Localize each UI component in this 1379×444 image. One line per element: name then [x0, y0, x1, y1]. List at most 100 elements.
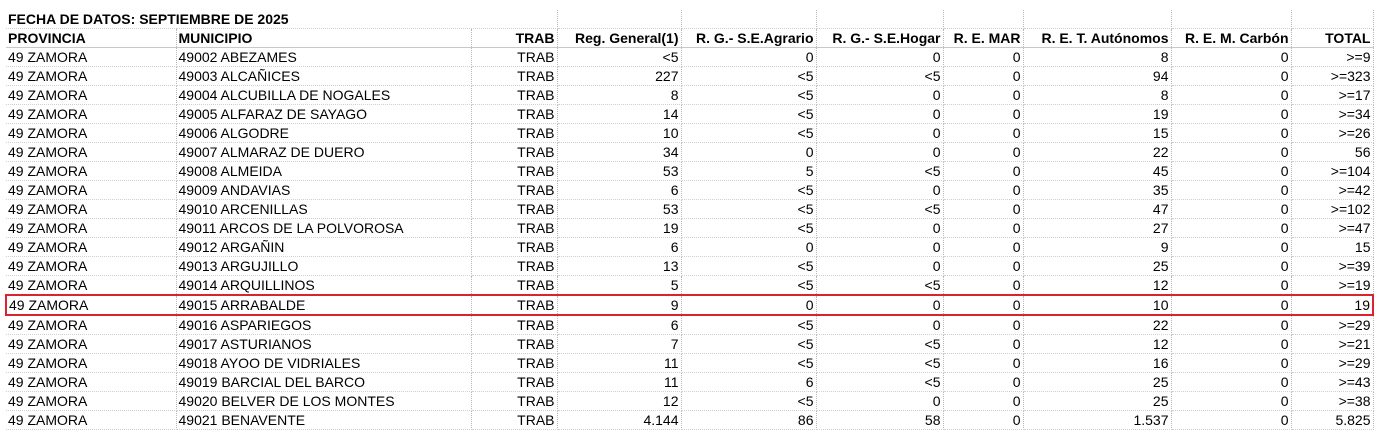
column-header: R. E. MAR [943, 28, 1024, 48]
value-cell: <5 [681, 315, 817, 335]
value-cell: TRAB [471, 104, 558, 124]
value-cell: 0 [1171, 199, 1292, 219]
value-cell: 0 [1171, 315, 1292, 335]
column-header: R. E. M. Carbón [1171, 28, 1292, 48]
province-cell: 49 ZAMORA [6, 237, 177, 257]
data-row: 49 ZAMORA 49018 AYOO DE VIDRIALES TRAB 11 <5… [6, 353, 1374, 373]
value-cell: 9 [1023, 237, 1172, 257]
value-cell: 47 [1023, 199, 1172, 219]
province-cell: 49 ZAMORA [6, 123, 177, 143]
value-cell: <5 [816, 275, 944, 296]
value-cell: 0 [1171, 275, 1292, 296]
municipality-cell: 49004 ALCUBILLA DE NOGALES [176, 85, 472, 105]
value-cell: <5 [816, 353, 944, 373]
value-cell: 53 [557, 161, 682, 181]
value-cell: 0 [816, 294, 944, 316]
value-cell: 45 [1023, 161, 1172, 181]
data-row: 49 ZAMORA 49016 ASPARIEGOS TRAB 6 <5 0 0 22 0 >=2… [6, 315, 1374, 335]
value-cell: TRAB [471, 410, 558, 430]
province-cell: 49 ZAMORA [6, 180, 177, 200]
municipality-cell: 49002 ABEZAMES [176, 47, 472, 67]
column-header: Reg. General(1) [557, 28, 682, 48]
value-cell: 0 [943, 237, 1024, 257]
province-cell: 49 ZAMORA [5, 294, 177, 316]
value-cell: 19 [1291, 294, 1374, 316]
value-cell: 0 [816, 391, 944, 411]
value-cell: 0 [816, 85, 944, 105]
data-row: 49 ZAMORA 49009 ANDAVIAS TRAB 6 <5 0 0 35 0 >=42 [6, 180, 1374, 200]
value-cell: 0 [943, 372, 1024, 392]
data-row: 49 ZAMORA 49020 BELVER DE LOS MONTES TRAB 1… [6, 391, 1374, 411]
value-cell: 5 [557, 275, 682, 296]
value-cell: <5 [681, 199, 817, 219]
value-cell: 14 [557, 104, 682, 124]
municipality-cell: 49011 ARCOS DE LA POLVOROSA [176, 218, 472, 238]
data-row: 49 ZAMORA 49019 BARCIAL DEL BARCO TRAB 11 6 <… [6, 372, 1374, 392]
value-cell: 0 [1171, 256, 1292, 276]
value-cell: <5 [681, 353, 817, 373]
value-cell: 0 [1171, 391, 1292, 411]
value-cell: 0 [681, 142, 817, 162]
value-cell: TRAB [471, 218, 558, 238]
value-cell: <5 [681, 275, 817, 296]
value-cell: 0 [1171, 218, 1292, 238]
header-row: PROVINCIA MUNICIPIO TRAB Reg. General(1) R. … [6, 28, 1374, 48]
value-cell: 8 [1023, 85, 1172, 105]
value-cell: >=29 [1291, 315, 1374, 335]
value-cell: 0 [1171, 294, 1292, 316]
municipality-cell: 49017 ASTURIANOS [176, 334, 472, 354]
value-cell: 0 [816, 47, 944, 67]
municipality-cell: 49016 ASPARIEGOS [176, 315, 472, 335]
data-row: 49 ZAMORA 49003 ALCAÑICES TRAB 227 <5 <5 0 94 0 >… [6, 66, 1374, 86]
value-cell: 0 [681, 47, 817, 67]
value-cell: 19 [557, 218, 682, 238]
value-cell: 0 [1171, 180, 1292, 200]
value-cell: 15 [1291, 237, 1374, 257]
province-cell: 49 ZAMORA [6, 410, 177, 430]
municipality-cell: 49018 AYOO DE VIDRIALES [176, 353, 472, 373]
value-cell: <5 [816, 334, 944, 354]
value-cell: 1.537 [1023, 410, 1172, 430]
value-cell: <5 [681, 66, 817, 86]
value-cell: 9 [557, 294, 682, 316]
value-cell: TRAB [471, 142, 558, 162]
value-cell: TRAB [471, 85, 558, 105]
value-cell: 227 [557, 66, 682, 86]
value-cell: >=38 [1291, 391, 1374, 411]
value-cell: 10 [557, 123, 682, 143]
value-cell: 0 [816, 315, 944, 335]
value-cell: 7 [557, 334, 682, 354]
value-cell: 0 [943, 294, 1024, 316]
value-cell: 0 [816, 142, 944, 162]
value-cell: 8 [557, 85, 682, 105]
value-cell: TRAB [471, 372, 558, 392]
value-cell: 0 [1171, 410, 1292, 430]
value-cell: 6 [681, 372, 817, 392]
value-cell: 0 [943, 391, 1024, 411]
value-cell: 0 [943, 104, 1024, 124]
value-cell: >=102 [1291, 199, 1374, 219]
value-cell: 4.144 [557, 410, 682, 430]
value-cell: 16 [1023, 353, 1172, 373]
value-cell: 0 [1171, 104, 1292, 124]
value-cell: 5.825 [1291, 410, 1374, 430]
value-cell: TRAB [471, 275, 558, 296]
value-cell: 6 [557, 315, 682, 335]
province-cell: 49 ZAMORA [6, 218, 177, 238]
province-cell: 49 ZAMORA [6, 391, 177, 411]
value-cell: <5 [681, 123, 817, 143]
value-cell: 0 [816, 256, 944, 276]
municipality-cell: 49021 BENAVENTE [176, 410, 472, 430]
data-row: 49 ZAMORA 49002 ABEZAMES TRAB <5 0 0 0 8 0 >=9 [6, 47, 1374, 67]
value-cell: 0 [1171, 47, 1292, 67]
province-cell: 49 ZAMORA [6, 275, 177, 296]
province-cell: 49 ZAMORA [6, 315, 177, 335]
value-cell: 0 [1171, 353, 1292, 373]
value-cell: <5 [681, 218, 817, 238]
data-row: 49 ZAMORA 49011 ARCOS DE LA POLVOROSA TRAB… [6, 218, 1374, 238]
value-cell: 12 [1023, 275, 1172, 296]
value-cell: TRAB [471, 334, 558, 354]
value-cell: 12 [1023, 334, 1172, 354]
municipality-cell: 49014 ARQUILLINOS [176, 275, 472, 296]
